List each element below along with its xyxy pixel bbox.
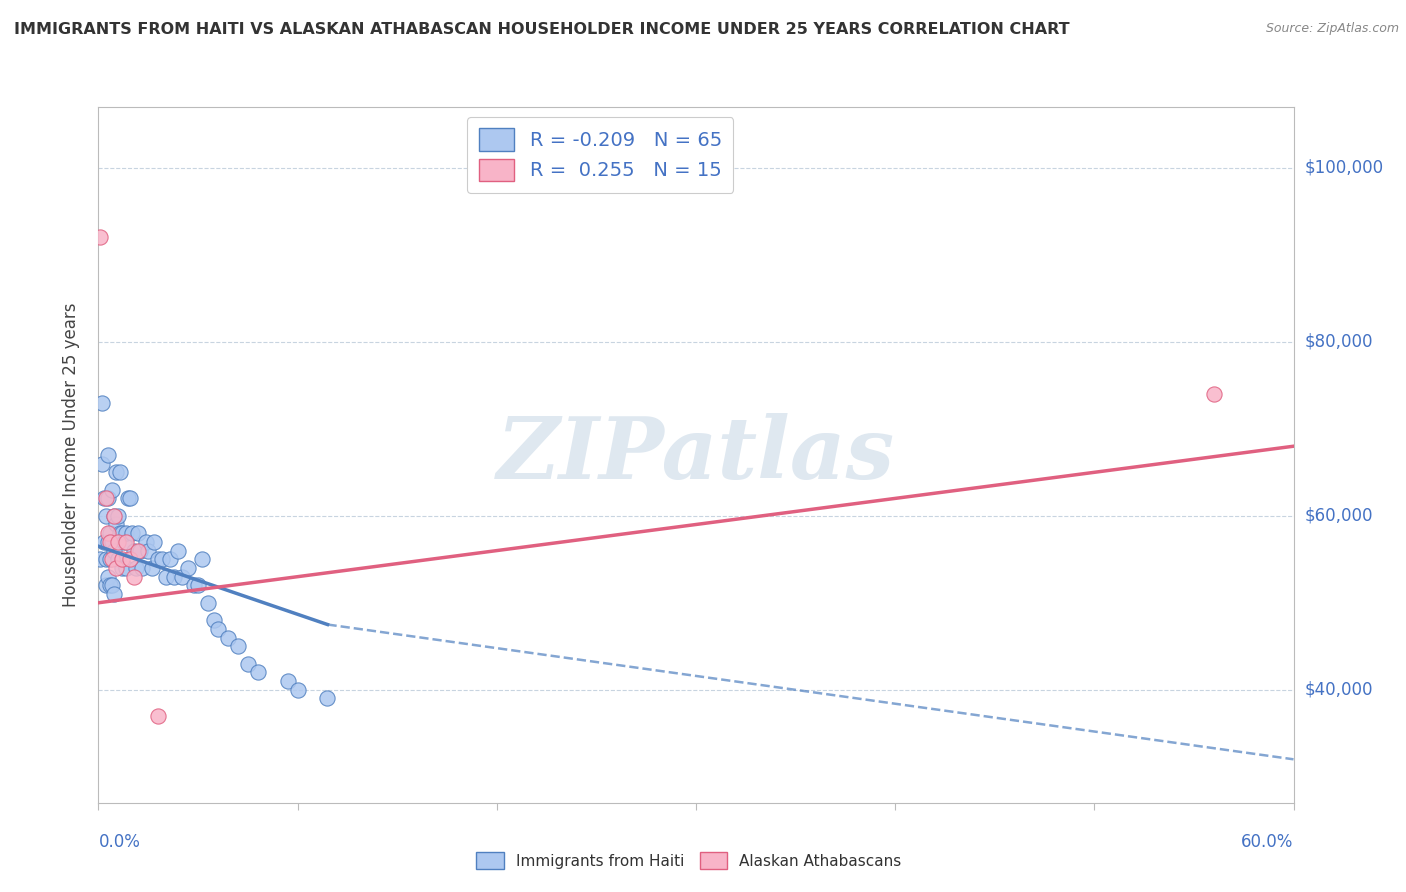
Point (103, 508, 125, 523)
Point (91, 457, 114, 471)
Point (91, 396, 114, 410)
Point (124, 543, 146, 558)
Point (136, 543, 159, 558)
Point (159, 552, 181, 566)
Point (110, 526, 132, 541)
Text: 0.0%: 0.0% (98, 833, 141, 851)
Legend: Immigrants from Haiti, Alaskan Athabascans: Immigrants from Haiti, Alaskan Athabasca… (470, 846, 908, 875)
Point (141, 561, 163, 575)
Point (226, 639, 249, 653)
Point (107, 508, 129, 523)
Point (316, 691, 339, 706)
Point (131, 561, 153, 575)
Point (172, 570, 194, 584)
Point (103, 587, 125, 601)
Point (127, 543, 149, 558)
Point (187, 578, 209, 592)
Point (246, 665, 269, 680)
Point (167, 543, 190, 558)
Point (101, 552, 124, 566)
Point (105, 517, 128, 532)
Text: Source: ZipAtlas.com: Source: ZipAtlas.com (1265, 22, 1399, 36)
Point (98, 552, 122, 566)
Point (96, 578, 118, 592)
Point (197, 596, 219, 610)
Point (135, 535, 157, 549)
Point (143, 535, 166, 549)
Point (121, 526, 143, 541)
Text: ZIPatlas: ZIPatlas (496, 413, 896, 497)
Point (287, 682, 309, 697)
Point (125, 561, 148, 575)
Point (202, 613, 225, 627)
Text: $80,000: $80,000 (1305, 333, 1374, 351)
Point (98, 578, 122, 592)
Point (103, 543, 125, 558)
Point (101, 535, 124, 549)
Text: $100,000: $100,000 (1305, 159, 1384, 177)
Text: $60,000: $60,000 (1305, 507, 1374, 524)
Point (277, 674, 299, 689)
Point (97, 570, 120, 584)
Point (115, 561, 138, 575)
Point (155, 570, 177, 584)
Point (107, 552, 129, 566)
Text: 60.0%: 60.0% (1241, 833, 1294, 851)
Point (111, 552, 134, 566)
Point (120, 552, 142, 566)
Point (101, 578, 124, 592)
Point (97, 491, 120, 506)
Point (103, 508, 125, 523)
Point (177, 561, 200, 575)
Point (115, 535, 138, 549)
Point (111, 561, 134, 575)
Point (191, 552, 214, 566)
Text: $40,000: $40,000 (1305, 681, 1374, 698)
Point (183, 578, 205, 592)
Point (98, 535, 122, 549)
Point (148, 708, 170, 723)
Point (96, 491, 118, 506)
Point (97, 535, 120, 549)
Point (120, 491, 142, 506)
Point (98, 526, 122, 541)
Point (115, 526, 138, 541)
Point (105, 466, 128, 480)
Legend: R = -0.209   N = 65, R =  0.255   N = 15: R = -0.209 N = 65, R = 0.255 N = 15 (467, 117, 734, 193)
Point (127, 526, 149, 541)
Point (217, 631, 239, 645)
Point (97, 526, 120, 541)
Point (148, 552, 170, 566)
Point (129, 543, 152, 558)
Point (236, 657, 259, 671)
Point (207, 622, 229, 636)
Point (96, 552, 118, 566)
Text: IMMIGRANTS FROM HAITI VS ALASKAN ATHABASCAN HOUSEHOLDER INCOME UNDER 25 YEARS CO: IMMIGRANTS FROM HAITI VS ALASKAN ATHABAS… (14, 22, 1070, 37)
Point (96, 508, 118, 523)
Point (163, 570, 186, 584)
Point (117, 491, 139, 506)
Point (93, 535, 115, 549)
Point (97, 448, 120, 462)
Point (101, 483, 124, 497)
Point (124, 570, 146, 584)
Point (1202, 387, 1225, 401)
Y-axis label: Householder Income Under 25 years: Householder Income Under 25 years (62, 302, 80, 607)
Point (93, 491, 115, 506)
Point (112, 535, 135, 549)
Point (111, 526, 134, 541)
Point (105, 561, 128, 575)
Point (107, 535, 129, 549)
Point (89, 230, 111, 244)
Point (89, 552, 111, 566)
Point (110, 466, 132, 480)
Point (150, 552, 173, 566)
